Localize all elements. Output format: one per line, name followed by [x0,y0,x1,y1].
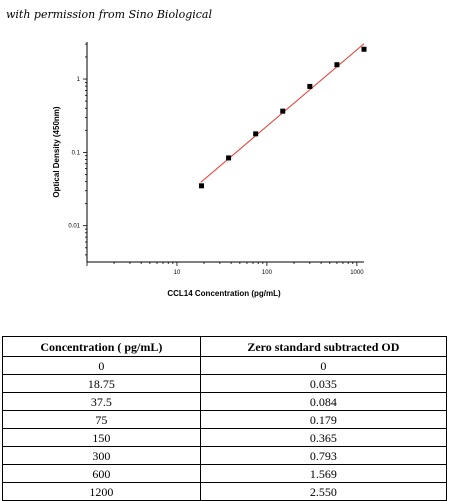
attribution-note: with permission from Sino Biological [6,8,213,21]
x-tick-label: 10 [174,270,181,276]
table-row: 18.75 0.035 [2,374,448,393]
data-point [334,62,340,68]
data-point [361,46,367,52]
x-tick-label: 1000 [350,270,364,276]
cell-concentration: 75 [2,410,201,429]
cell-od: 0.179 [199,410,448,429]
cell-concentration: 37.5 [2,392,201,411]
chart-axes [86,42,364,263]
data-point [226,155,232,161]
cell-concentration: 150 [2,428,201,447]
table-header-row: Concentration ( pg/mL) Zero standard sub… [2,336,448,357]
data-point [199,183,205,189]
cell-concentration: 300 [2,446,201,465]
standard-curve-chart: 10 100 1000 0.01 0.1 1 CCL14 Concentration (p… [52,42,367,298]
data-point [280,108,286,114]
table-row: 75 0.179 [2,410,448,429]
cell-od: 0 [199,356,448,375]
x-axis-title: CCL14 Concentration (pg/mL) [167,289,281,298]
cell-od: 0.035 [199,374,448,393]
standard-table: Concentration ( pg/mL) Zero standard sub… [2,336,448,501]
cell-concentration: 1200 [2,482,201,501]
header-od: Zero standard subtracted OD [199,336,448,357]
cell-od: 2.550 [199,482,448,501]
cell-od: 0.365 [199,428,448,447]
cell-od: 0.084 [199,392,448,411]
header-concentration: Concentration ( pg/mL) [2,336,201,357]
y-tick-label: 0.01 [68,224,80,230]
cell-od: 0.793 [199,446,448,465]
cell-od: 1.569 [199,464,448,483]
cell-concentration: 600 [2,464,201,483]
cell-concentration: 18.75 [2,374,201,393]
data-point [307,83,313,89]
cell-concentration: 0 [2,356,201,375]
table-row: 600 1.569 [2,464,448,483]
table-row: 37.5 0.084 [2,392,448,411]
table-row: 1200 2.550 [2,482,448,501]
y-tick-label: 0.1 [72,150,81,156]
y-axis-title: Optical Density (450nm) [52,106,61,197]
data-point [253,131,259,137]
x-tick-label: 100 [262,270,273,276]
table-row: 150 0.365 [2,428,448,447]
chart-ticks: 10 100 1000 0.01 0.1 1 [68,43,364,276]
data-points [199,46,367,189]
y-tick-label: 1 [77,77,81,83]
table-row: 300 0.793 [2,446,448,465]
